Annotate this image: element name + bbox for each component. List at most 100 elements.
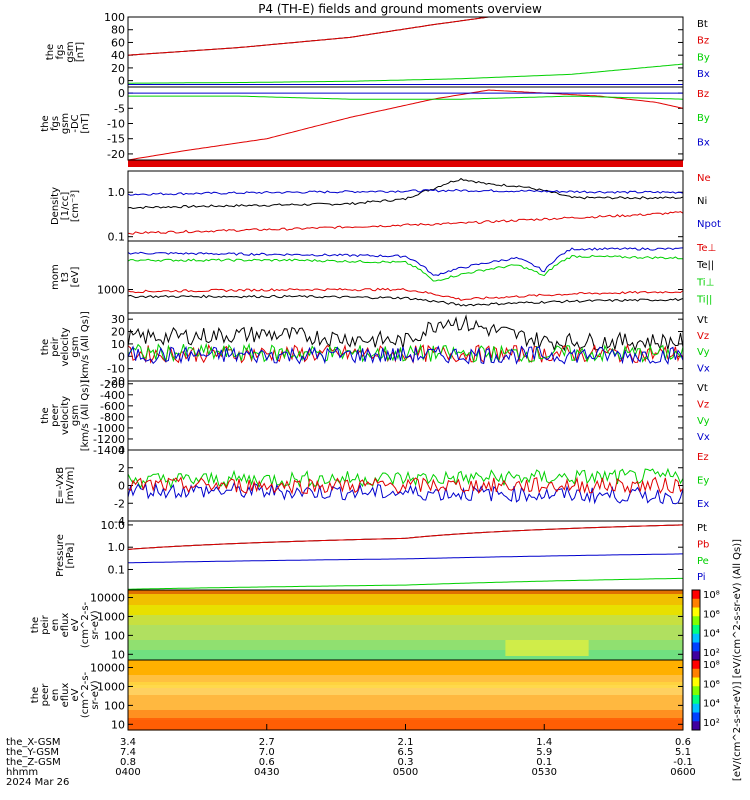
y-tick-label: 10.0 [101,519,126,532]
legend-Vt: Vt [697,315,708,326]
y-axis-label: en [50,619,61,632]
legend-Bt: Bt [697,19,708,30]
y-axis-label: the [40,339,51,355]
legend-Npot: Npot [697,219,721,230]
y-axis-label: gsm [60,113,71,134]
flag-bar [128,160,683,167]
y-tick-label: 1000 [97,284,125,297]
series-Npot [127,188,684,196]
heatmap-band [128,595,683,601]
y-axis-label: the [40,115,51,131]
y-axis-label: [nPa] [65,542,76,568]
y-axis-label: gsm [65,41,76,62]
x-row-value: -0.1 [673,757,693,768]
colorbar-swatch [692,607,700,617]
heatmap-band [128,682,683,688]
y-axis-label: fgs [50,116,61,131]
heatmap-band [128,640,683,646]
legend-Vx: Vx [697,363,710,374]
y-axis-label: velocity [60,327,71,366]
y-axis-label: the [40,407,51,423]
y-tick-label: 4 [118,444,125,457]
y-tick-label: -10 [107,118,125,131]
y-axis-label: sr-eV) [90,680,101,709]
legend-Vz: Vz [697,331,709,342]
panel-peir_en_eflux: 10000 1000 100 10 the peir en eflux eV (cm^2-s-sr… [30,589,720,661]
y-axis-label: E=-VxB [55,467,66,504]
legend-Bz: Bz [697,89,709,100]
legend-Ni: Ni [697,196,707,207]
y-tick-label: -1000 [93,422,125,435]
heatmap-band [128,600,683,606]
y-tick-label: -600 [100,400,125,413]
x-row-value: 3.4 [120,737,136,748]
legend-Vt: Vt [697,383,708,394]
y-axis-label: [km/s (All Qs)] [80,380,91,452]
heatmap-band [128,710,683,716]
y-axis-label: [nT] [75,42,86,62]
y-axis-label: peir [50,336,61,356]
y-tick-label: 10000 [90,662,125,675]
x-row-value: 0600 [670,767,695,778]
legend-Vy: Vy [697,347,710,358]
x-row-value: 2.7 [259,737,275,748]
legend-Te⊥: Te⊥ [696,243,716,254]
colorbar-swatch [692,703,700,713]
y-axis-label: [nT] [80,113,91,133]
heatmap-band [128,605,683,611]
heatmap-band [128,690,683,696]
y-tick-label: -1200 [93,433,125,446]
colorbar-swatch [692,660,700,670]
y-axis-label: Density [50,187,61,225]
y-tick-label: 20 [111,326,125,339]
y-tick-label: -400 [100,389,125,402]
legend-Pb: Pb [697,539,709,550]
colorbar-swatch [692,625,700,635]
heatmap-band [128,665,683,671]
y-tick-label: 80 [111,24,125,37]
y-axis-label: (cm^2-s- [80,671,91,718]
y-tick-label: 60 [111,36,125,49]
heatmap-band [128,620,683,626]
x-row-value: 0.3 [398,757,414,768]
colorbar-tick: 10⁸ [703,590,720,601]
colorbar-frame [691,659,701,731]
series-Ti⊥ [127,247,684,276]
legend-Bz: Bz [697,36,709,47]
y-tick-label: 0 [118,75,125,88]
colorbar-tick: 10⁶ [703,609,720,620]
series-Ex [127,482,684,505]
series-Bz [127,16,683,56]
y-axis-label: fgs [55,44,66,59]
panel-pressure: 10.0 1.0 0.1 Pressure [nPa] Pt Pb Pe Pi [55,519,709,591]
y-tick-label: -20 [107,375,125,388]
x-row-value: 2.1 [398,737,414,748]
legend-Ne: Ne [697,173,711,184]
colorbar-swatch [692,616,700,626]
y-tick-label: 10000 [90,592,125,605]
y-axis-label: the [30,687,41,703]
heatmap-band [128,590,683,594]
x-row-label: the_Y-GSM [6,747,59,758]
x-axis-footer: [eV/(cm^2-s-sr-eV)] [eV/(cm^2-s-sr-eV) (… [6,539,743,788]
x-row-value: 0430 [254,767,279,778]
colorbar-tick: 10⁸ [703,660,720,671]
y-tick-label: 0 [118,350,125,363]
y-axis-label: velocity [60,396,71,435]
y-axis-label: eV [70,618,81,631]
y-axis-label: eV [70,688,81,701]
series-Ne [127,211,684,235]
heatmap-band [128,660,683,666]
colorbar-tick: 10⁴ [703,699,720,710]
panel-peer_en_eflux: 10000 1000 100 10 the peer en eflux eV (cm^2-s-sr… [30,659,720,731]
panel-density: 1.0 0.1 Density [1/cc] [cm⁻³] Ne Ni Npot [50,170,721,244]
panel-fgs_gsm_dc: 0 -5 -10 -15 -20 the fgs gsm -DC [nT] Bz By Bx [40,86,710,167]
y-tick-label: 0.1 [108,563,126,576]
y-tick-label: 2 [118,462,125,475]
heatmap-band [128,610,683,616]
y-axis-label: (cm^2-s- [80,601,91,648]
series-Ez [127,476,684,495]
y-tick-label: 0.1 [108,231,126,244]
